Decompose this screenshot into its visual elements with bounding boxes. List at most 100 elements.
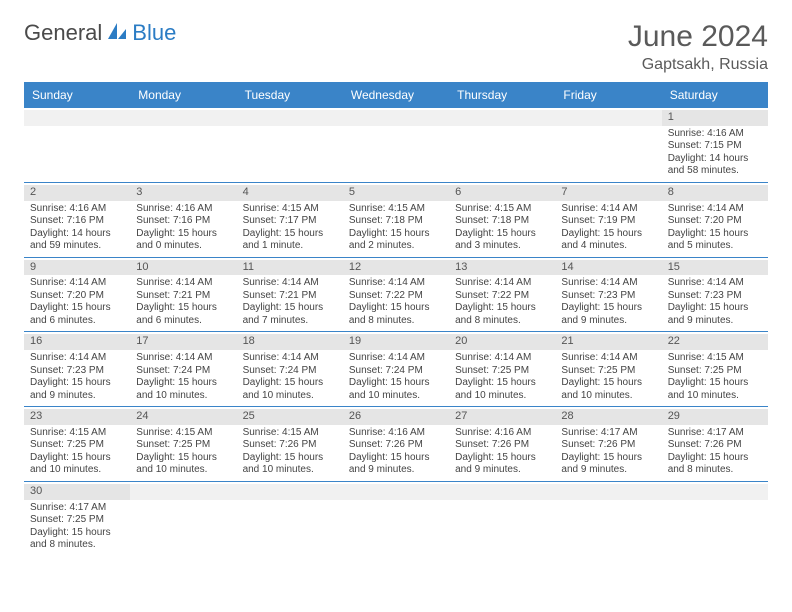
day-cell-empty [449, 482, 555, 556]
daylight-line: Daylight: 15 hours and 7 minutes. [243, 302, 337, 327]
logo-sail-icon [106, 21, 128, 46]
day-cell-empty [24, 108, 130, 182]
day-cell: 28Sunrise: 4:17 AMSunset: 7:26 PMDayligh… [555, 407, 661, 481]
daylight-line: Daylight: 15 hours and 8 minutes. [349, 302, 443, 327]
day-header-cell: Thursday [449, 82, 555, 108]
day-number [662, 484, 768, 500]
sunrise-line: Sunrise: 4:16 AM [668, 128, 762, 141]
daylight-line: Daylight: 15 hours and 8 minutes. [668, 452, 762, 477]
sunset-line: Sunset: 7:25 PM [561, 365, 655, 378]
sunset-line: Sunset: 7:26 PM [455, 439, 549, 452]
daylight-line: Daylight: 15 hours and 10 minutes. [243, 452, 337, 477]
sunset-line: Sunset: 7:25 PM [668, 365, 762, 378]
sunset-line: Sunset: 7:21 PM [136, 290, 230, 303]
day-number: 7 [555, 185, 661, 201]
sunset-line: Sunset: 7:26 PM [668, 439, 762, 452]
week-row: 16Sunrise: 4:14 AMSunset: 7:23 PMDayligh… [24, 332, 768, 407]
day-cell-empty [343, 108, 449, 182]
sunset-line: Sunset: 7:16 PM [30, 215, 124, 228]
daylight-line: Daylight: 15 hours and 2 minutes. [349, 228, 443, 253]
day-number: 3 [130, 185, 236, 201]
day-number: 8 [662, 185, 768, 201]
day-cell-empty [555, 482, 661, 556]
day-number: 1 [662, 110, 768, 126]
day-cell: 26Sunrise: 4:16 AMSunset: 7:26 PMDayligh… [343, 407, 449, 481]
day-header-row: SundayMondayTuesdayWednesdayThursdayFrid… [24, 82, 768, 108]
day-cell: 18Sunrise: 4:14 AMSunset: 7:24 PMDayligh… [237, 332, 343, 406]
day-number: 26 [343, 409, 449, 425]
sunrise-line: Sunrise: 4:14 AM [561, 277, 655, 290]
title-block: June 2024 Gaptsakh, Russia [628, 20, 768, 74]
day-number: 21 [555, 334, 661, 350]
day-cell: 12Sunrise: 4:14 AMSunset: 7:22 PMDayligh… [343, 258, 449, 332]
day-number: 15 [662, 260, 768, 276]
day-number: 6 [449, 185, 555, 201]
week-row: 30Sunrise: 4:17 AMSunset: 7:25 PMDayligh… [24, 482, 768, 556]
day-number [555, 484, 661, 500]
sunrise-line: Sunrise: 4:16 AM [30, 203, 124, 216]
day-number: 23 [24, 409, 130, 425]
sunrise-line: Sunrise: 4:16 AM [349, 427, 443, 440]
sunrise-line: Sunrise: 4:16 AM [136, 203, 230, 216]
sunset-line: Sunset: 7:20 PM [30, 290, 124, 303]
sunrise-line: Sunrise: 4:14 AM [668, 203, 762, 216]
day-number [130, 110, 236, 126]
day-number: 20 [449, 334, 555, 350]
day-cell-empty [662, 482, 768, 556]
day-number: 18 [237, 334, 343, 350]
sunset-line: Sunset: 7:24 PM [349, 365, 443, 378]
day-header-cell: Monday [130, 82, 236, 108]
sunset-line: Sunset: 7:26 PM [561, 439, 655, 452]
day-cell: 30Sunrise: 4:17 AMSunset: 7:25 PMDayligh… [24, 482, 130, 556]
week-row: 1Sunrise: 4:16 AMSunset: 7:15 PMDaylight… [24, 108, 768, 183]
day-number: 22 [662, 334, 768, 350]
week-row: 23Sunrise: 4:15 AMSunset: 7:25 PMDayligh… [24, 407, 768, 482]
sunset-line: Sunset: 7:18 PM [455, 215, 549, 228]
day-cell: 23Sunrise: 4:15 AMSunset: 7:25 PMDayligh… [24, 407, 130, 481]
sunset-line: Sunset: 7:23 PM [668, 290, 762, 303]
sunrise-line: Sunrise: 4:14 AM [243, 277, 337, 290]
daylight-line: Daylight: 15 hours and 0 minutes. [136, 228, 230, 253]
day-cell: 20Sunrise: 4:14 AMSunset: 7:25 PMDayligh… [449, 332, 555, 406]
sunrise-line: Sunrise: 4:14 AM [243, 352, 337, 365]
day-cell: 27Sunrise: 4:16 AMSunset: 7:26 PMDayligh… [449, 407, 555, 481]
sunset-line: Sunset: 7:25 PM [136, 439, 230, 452]
location-text: Gaptsakh, Russia [628, 56, 768, 74]
day-number [449, 110, 555, 126]
daylight-line: Daylight: 15 hours and 8 minutes. [30, 527, 124, 552]
daylight-line: Daylight: 15 hours and 10 minutes. [30, 452, 124, 477]
day-number [24, 110, 130, 126]
day-cell-empty [449, 108, 555, 182]
day-cell: 29Sunrise: 4:17 AMSunset: 7:26 PMDayligh… [662, 407, 768, 481]
day-cell-empty [555, 108, 661, 182]
daylight-line: Daylight: 15 hours and 5 minutes. [668, 228, 762, 253]
sunset-line: Sunset: 7:17 PM [243, 215, 337, 228]
day-number [343, 484, 449, 500]
calendar-body: 1Sunrise: 4:16 AMSunset: 7:15 PMDaylight… [24, 108, 768, 556]
daylight-line: Daylight: 15 hours and 1 minute. [243, 228, 337, 253]
sunrise-line: Sunrise: 4:14 AM [349, 277, 443, 290]
day-cell: 6Sunrise: 4:15 AMSunset: 7:18 PMDaylight… [449, 183, 555, 257]
day-cell: 19Sunrise: 4:14 AMSunset: 7:24 PMDayligh… [343, 332, 449, 406]
daylight-line: Daylight: 15 hours and 10 minutes. [349, 377, 443, 402]
sunrise-line: Sunrise: 4:17 AM [668, 427, 762, 440]
sunrise-line: Sunrise: 4:16 AM [455, 427, 549, 440]
sunrise-line: Sunrise: 4:15 AM [243, 427, 337, 440]
sunrise-line: Sunrise: 4:14 AM [561, 352, 655, 365]
day-number: 9 [24, 260, 130, 276]
daylight-line: Daylight: 15 hours and 10 minutes. [136, 452, 230, 477]
sunset-line: Sunset: 7:23 PM [561, 290, 655, 303]
day-cell: 17Sunrise: 4:14 AMSunset: 7:24 PMDayligh… [130, 332, 236, 406]
week-row: 9Sunrise: 4:14 AMSunset: 7:20 PMDaylight… [24, 258, 768, 333]
sunset-line: Sunset: 7:15 PM [668, 140, 762, 153]
daylight-line: Daylight: 15 hours and 9 minutes. [561, 302, 655, 327]
day-cell: 7Sunrise: 4:14 AMSunset: 7:19 PMDaylight… [555, 183, 661, 257]
sunset-line: Sunset: 7:25 PM [30, 514, 124, 527]
sunrise-line: Sunrise: 4:15 AM [30, 427, 124, 440]
sunrise-line: Sunrise: 4:17 AM [30, 502, 124, 515]
sunrise-line: Sunrise: 4:15 AM [243, 203, 337, 216]
day-number: 12 [343, 260, 449, 276]
sunrise-line: Sunrise: 4:14 AM [30, 277, 124, 290]
day-cell: 14Sunrise: 4:14 AMSunset: 7:23 PMDayligh… [555, 258, 661, 332]
sunset-line: Sunset: 7:21 PM [243, 290, 337, 303]
